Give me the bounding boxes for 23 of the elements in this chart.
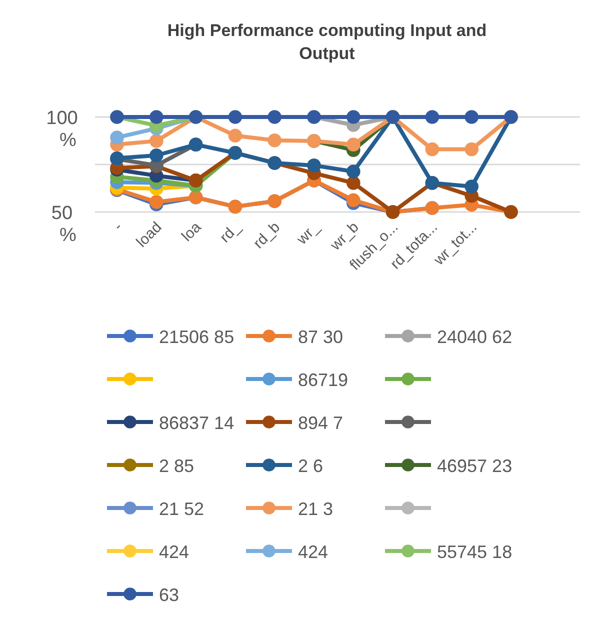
- legend-label: 424: [298, 542, 328, 562]
- legend-label: 2 6: [298, 456, 324, 476]
- legend-label: 55745 18: [437, 542, 512, 562]
- legend-label: 87 30: [298, 327, 344, 347]
- y-tick-label: 100%: [46, 108, 78, 151]
- legend-label: 46957 23: [437, 456, 512, 476]
- x-tick-label: loa: [178, 218, 206, 245]
- legend-label: 86719: [298, 370, 348, 390]
- x-tick-label: rd_: [216, 218, 244, 246]
- legend-label: 2 85: [159, 456, 194, 476]
- y-tick-label: 50%: [51, 203, 77, 246]
- legend-label: 24040 62: [437, 327, 512, 347]
- legend-label: 63: [159, 585, 180, 605]
- chart-title: High Performance computing Input and Output: [167, 21, 487, 63]
- legend-label: 86837 14: [159, 413, 234, 433]
- legend-label: 894 7: [298, 413, 344, 433]
- x-tick-label: wr_: [293, 218, 324, 249]
- legend-label: 21 52: [159, 499, 204, 519]
- x-tick-label: -: [110, 218, 126, 234]
- x-tick-label: rd_b: [250, 218, 284, 252]
- legend-label: 21506 85: [159, 327, 234, 347]
- legend-label: 424: [159, 542, 190, 562]
- legend-label: 21 3: [298, 499, 334, 519]
